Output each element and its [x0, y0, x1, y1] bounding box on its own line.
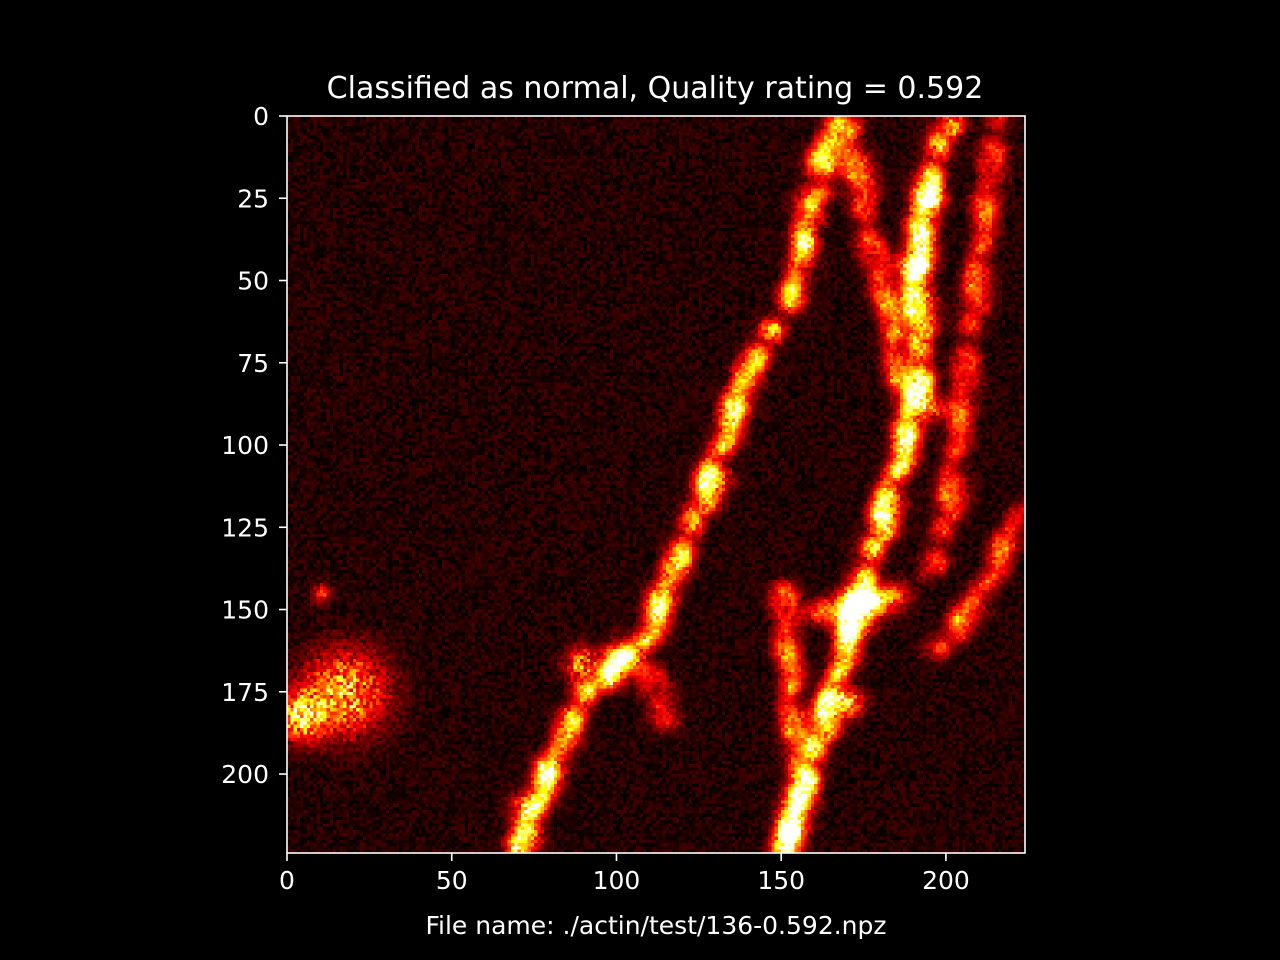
y-tick-label: 0 [253, 102, 269, 131]
y-tick-label: 125 [221, 513, 269, 542]
y-tick-label: 100 [221, 431, 269, 460]
y-tick-label: 50 [237, 267, 269, 296]
y-tick-label: 75 [237, 349, 269, 378]
y-tick-label: 25 [237, 184, 269, 213]
y-axis: 0 25 50 75 100 125 150 175 200 [221, 102, 287, 789]
y-tick-label: 175 [221, 678, 269, 707]
chart-title: Classified as normal, Quality rating = 0… [327, 71, 984, 106]
y-tick-label: 150 [221, 596, 269, 625]
heatmap-image [287, 116, 1025, 853]
x-tick-label: 100 [593, 866, 641, 895]
x-tick-label: 150 [757, 866, 805, 895]
x-axis: 0 50 100 150 200 [279, 853, 970, 895]
y-tick-label: 200 [221, 760, 269, 789]
x-tick-label: 200 [922, 866, 970, 895]
axes-frame [286, 115, 1026, 854]
x-axis-label: File name: ./actin/test/136-0.592.npz [425, 911, 886, 940]
x-tick-label: 0 [279, 866, 295, 895]
x-tick-label: 50 [436, 866, 468, 895]
heatmap-image-container [287, 116, 1025, 853]
